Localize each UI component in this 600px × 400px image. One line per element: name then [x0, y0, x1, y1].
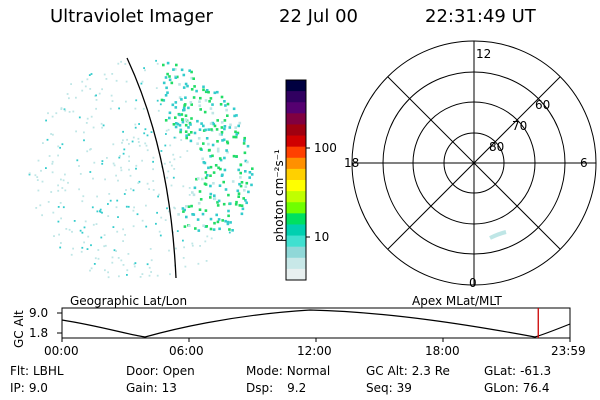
- xtick-1200: 12:00: [297, 344, 332, 358]
- xtick-1800: 18:00: [425, 344, 460, 358]
- altitude-ylabel: GC Alt: [12, 310, 26, 348]
- info-dsp: Dsp: 9.2: [246, 381, 307, 395]
- info-mode: Mode: Normal: [246, 364, 331, 378]
- altitude-curve: [61, 309, 571, 338]
- info-glon: GLon: 76.4: [484, 381, 550, 395]
- mlt-label-6: 6: [580, 156, 588, 170]
- info-gc-alt: GC Alt: 2.3 Re: [366, 364, 450, 378]
- info-seq: Seq: 39: [366, 381, 412, 395]
- terminator-line: [126, 57, 177, 279]
- geographic-label: Geographic Lat/Lon: [70, 294, 188, 308]
- apex-label: Apex MLat/MLT: [412, 294, 502, 308]
- info-glat: GLat: -61.3: [484, 364, 552, 378]
- date-label: 22 Jul 00: [279, 6, 358, 27]
- polar-aurora-patch: [489, 230, 507, 240]
- xtick-0000: 00:00: [44, 344, 79, 358]
- instrument-title: Ultraviolet Imager: [50, 6, 213, 27]
- mlat-label-70: 70: [512, 119, 528, 133]
- mlt-label-12: 12: [476, 47, 492, 61]
- altitude-ytick-9: 9.0: [29, 306, 49, 320]
- mlat-label-80: 80: [489, 140, 505, 154]
- mlat-label-60: 60: [535, 98, 551, 112]
- aurora-emission-points: [28, 59, 254, 279]
- colorbar-tick-100: 100: [314, 141, 337, 155]
- mlt-label-18: 18: [344, 156, 360, 170]
- xtick-0600: 06:00: [169, 344, 204, 358]
- mlt-label-0: 0: [469, 276, 477, 290]
- colorbar-tick-10: 10: [314, 230, 330, 244]
- xtick-2359: 23:59: [551, 344, 586, 358]
- altitude-ytick-1-8: 1.8: [29, 326, 49, 340]
- info-ip: IP: 9.0: [10, 381, 48, 395]
- info-gain: Gain: 13: [126, 381, 177, 395]
- time-label: 22:31:49 UT: [425, 6, 536, 27]
- info-flt: Flt: LBHL: [10, 364, 64, 378]
- info-door: Door: Open: [126, 364, 195, 378]
